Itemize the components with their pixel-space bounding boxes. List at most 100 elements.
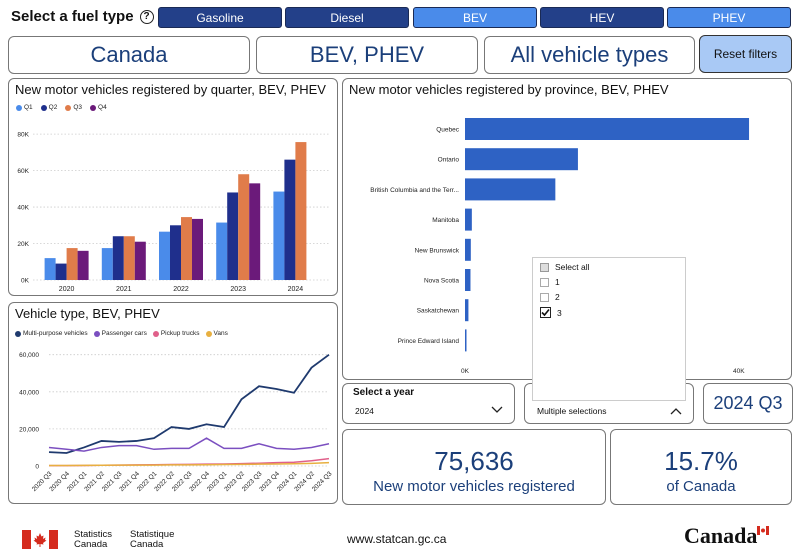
y-tick-label: 0K (21, 278, 30, 285)
legend-pickup[interactable]: Pickup trucks (152, 330, 200, 337)
province-label: Manitoba (432, 217, 459, 224)
fuel-button-hev[interactable]: HEV (540, 7, 664, 28)
legend-vans-swatch (205, 330, 212, 337)
canada-flag-icon (22, 530, 58, 549)
share-label: of Canada (666, 478, 736, 495)
legend-multi-purpose-label: Multi-purpose vehicles (23, 330, 88, 337)
province-label: Quebec (436, 127, 460, 134)
province-bar-2 (465, 178, 556, 201)
x-tick-label: 2024 (288, 286, 304, 293)
quarter-chart-legend: Q1 Q2 Q3 Q4 (16, 104, 107, 111)
quarter-chart-svg: 0K 20K 40K 60K 80K 2020 2021 2022 2023 2024 (17, 132, 329, 293)
legend-q4-label: Q4 (98, 104, 107, 111)
x-tick-label: 40K (733, 368, 745, 375)
agency-name-en: Statistics Canada (74, 530, 112, 550)
help-icon[interactable]: ? (139, 9, 154, 24)
legend-q2-swatch (40, 104, 47, 111)
fuel-filter-display[interactable]: BEV, PHEV (256, 36, 478, 74)
province-bar-1 (465, 148, 578, 171)
legend-passenger[interactable]: Passenger cars (93, 330, 147, 337)
province-label: British Columbia and the Terr... (370, 187, 459, 194)
option-3-checked-icon[interactable] (540, 307, 551, 318)
option-1-checkbox[interactable] (540, 277, 549, 287)
x-tick-label: 2022 (173, 286, 189, 293)
agency-fr-line-1: Statistique (130, 529, 175, 540)
bar-2021-Q4 (134, 241, 146, 280)
bar-2020-Q4 (77, 250, 89, 280)
series-line-multi-purpose-vehicles (48, 353, 330, 454)
legend-vans[interactable]: Vans (205, 330, 228, 337)
option-select-all[interactable]: Select all (540, 262, 590, 272)
province-chart-panel: New motor vehicles registered by provinc… (342, 78, 792, 380)
agency-name-fr: Statistique Canada (130, 530, 174, 550)
legend-q3-swatch (65, 104, 72, 111)
bar-2022-Q1 (159, 231, 170, 280)
x-tick-label: 2023 (230, 286, 246, 293)
fuel-button-gasoline[interactable]: Gasoline (158, 7, 282, 28)
y-tick-label: 60K (17, 168, 29, 175)
bar-2021-Q2 (112, 236, 124, 280)
year-chevron-down-icon[interactable] (491, 406, 503, 414)
legend-q1[interactable]: Q1 (16, 104, 33, 111)
legend-passenger-label: Passenger cars (101, 330, 147, 337)
bar-2022-Q2 (170, 225, 181, 280)
bar-2023-Q3 (238, 174, 250, 280)
y-tick-label: 80K (17, 132, 29, 139)
bar-2020-Q3 (66, 248, 78, 280)
legend-q3[interactable]: Q3 (65, 104, 82, 111)
quarter-chart-title: New motor vehicles registered by quarter… (15, 82, 326, 97)
legend-q4-swatch (90, 104, 97, 111)
option-3[interactable]: 3 (540, 307, 562, 318)
province-label: Prince Edward Island (398, 338, 460, 345)
registered-label: New motor vehicles registered (373, 478, 575, 495)
year-selector-value[interactable]: 2024 (355, 406, 374, 416)
wordmark-flag-icon (757, 526, 769, 535)
option-1[interactable]: 1 (540, 277, 560, 287)
province-bar-4 (465, 238, 471, 261)
legend-vans-label: Vans (213, 330, 228, 337)
legend-pickup-label: Pickup trucks (160, 330, 200, 337)
y-tick-label: 20,000 (19, 426, 39, 433)
reset-filters-button[interactable]: Reset filters (699, 35, 792, 73)
province-bar-6 (465, 299, 469, 322)
legend-pickup-swatch (152, 330, 159, 337)
period-display: 2024 Q3 (703, 383, 793, 424)
registered-kpi-card: 75,636 New motor vehicles registered (342, 429, 606, 505)
option-2-checkbox[interactable] (540, 292, 549, 302)
fuel-button-bev[interactable]: BEV (413, 7, 537, 28)
vehicle-chart-title: Vehicle type, BEV, PHEV (15, 306, 160, 321)
agency-en-line-1: Statistics (74, 529, 113, 540)
fuel-button-phev[interactable]: PHEV (667, 7, 791, 28)
legend-multi-purpose-swatch (15, 330, 21, 337)
fuel-button-diesel[interactable]: Diesel (285, 7, 409, 28)
legend-multi-purpose[interactable]: Multi-purpose vehicles (15, 330, 88, 337)
registered-value: 75,636 (434, 446, 514, 476)
year-selector[interactable]: Select a year 2024 (342, 383, 515, 424)
option-1-label: 1 (555, 277, 560, 287)
legend-q2[interactable]: Q2 (40, 104, 57, 111)
vehicle-type-filter[interactable]: All vehicle types (484, 36, 695, 74)
province-bar-7 (465, 329, 467, 352)
x-tick-label: 2024 Q3 (311, 470, 334, 493)
canada-wordmark: Canada (684, 523, 758, 548)
province-label: Ontario (438, 157, 460, 164)
select-all-checkbox[interactable] (540, 262, 549, 272)
year-selector-label: Select a year (353, 387, 415, 398)
geography-filter[interactable]: Canada (8, 36, 250, 74)
bar-2020-Q1 (44, 258, 56, 280)
quarter-chevron-up-icon[interactable] (670, 407, 682, 415)
bar-2023-Q4 (249, 183, 261, 280)
province-bar-5 (465, 269, 471, 291)
bar-2020-Q2 (55, 263, 67, 280)
series-line-vans (49, 461, 330, 467)
option-select-all-label: Select all (555, 262, 590, 272)
legend-q4[interactable]: Q4 (90, 104, 107, 111)
fuel-type-title: Select a fuel type ? (11, 8, 154, 25)
legend-passenger-swatch (93, 330, 100, 337)
y-tick-label: 40K (17, 205, 29, 212)
website-link[interactable]: www.statcan.gc.ca (347, 532, 447, 546)
option-2[interactable]: 2 (540, 292, 560, 302)
quarter-selector-value[interactable]: Multiple selections (537, 406, 607, 416)
x-tick-label: 0K (461, 368, 470, 375)
y-tick-label: 20K (17, 241, 29, 248)
